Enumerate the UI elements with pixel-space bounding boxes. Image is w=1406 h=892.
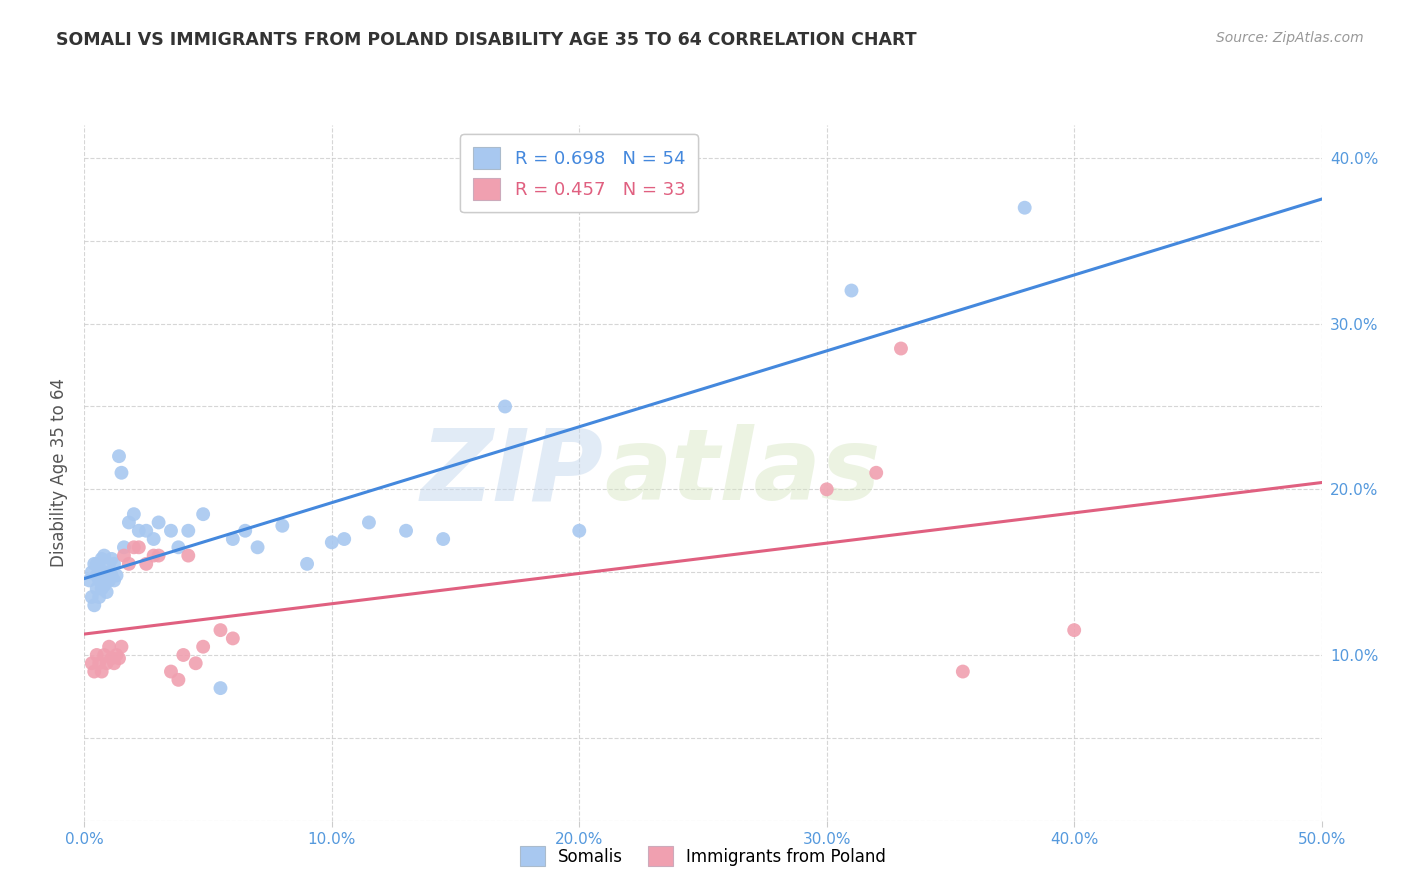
Point: [122, 507, 145, 521]
Text: Source: ZipAtlas.com: Source: ZipAtlas.com: [1216, 31, 1364, 45]
Point: [395, 524, 418, 538]
Point: [89, 562, 111, 576]
Point: [80, 590, 103, 604]
Point: [1063, 623, 1085, 637]
Point: [86, 557, 108, 571]
Point: [233, 524, 256, 538]
Point: [841, 284, 863, 298]
Point: [177, 524, 200, 538]
Point: [128, 524, 150, 538]
Point: [122, 541, 145, 555]
Point: [103, 557, 125, 571]
Point: [148, 516, 170, 530]
Point: [160, 665, 183, 679]
Point: [222, 632, 245, 646]
Point: [1014, 201, 1036, 215]
Point: [89, 590, 111, 604]
Point: [93, 578, 115, 592]
Point: [142, 549, 165, 563]
Point: [110, 466, 132, 480]
Point: [135, 524, 157, 538]
Point: [83, 599, 105, 613]
Point: [100, 568, 122, 582]
Point: [432, 532, 454, 546]
Point: [167, 673, 190, 687]
Point: [321, 535, 343, 549]
Point: [100, 651, 122, 665]
Point: [191, 640, 214, 654]
Point: [112, 541, 135, 555]
Point: [89, 574, 111, 588]
Point: [209, 623, 232, 637]
Point: [357, 516, 380, 530]
Text: ZIP: ZIP: [420, 425, 605, 521]
Point: [177, 549, 200, 563]
Point: [118, 557, 141, 571]
Point: [98, 557, 121, 571]
Point: [100, 552, 122, 566]
Point: [128, 541, 150, 555]
Point: [80, 657, 103, 671]
Point: [142, 532, 165, 546]
Point: [80, 565, 103, 579]
Point: [96, 657, 118, 671]
Point: [86, 582, 108, 596]
Point: [815, 483, 838, 497]
Point: [90, 582, 112, 596]
Point: [90, 565, 112, 579]
Point: [79, 574, 101, 588]
Point: [96, 585, 118, 599]
Text: SOMALI VS IMMIGRANTS FROM POLAND DISABILITY AGE 35 TO 64 CORRELATION CHART: SOMALI VS IMMIGRANTS FROM POLAND DISABIL…: [56, 31, 917, 49]
Point: [93, 648, 115, 662]
Legend: Somalis, Immigrants from Poland: Somalis, Immigrants from Poland: [512, 838, 894, 875]
Point: [333, 532, 356, 546]
Point: [105, 648, 128, 662]
Point: [865, 466, 887, 480]
Point: [108, 449, 131, 463]
Point: [98, 640, 121, 654]
Point: [494, 400, 516, 414]
Point: [118, 516, 141, 530]
Point: [184, 657, 207, 671]
Text: atlas: atlas: [605, 425, 880, 521]
Point: [568, 524, 591, 538]
Point: [83, 665, 105, 679]
Point: [135, 557, 157, 571]
Point: [93, 565, 115, 579]
Point: [90, 665, 112, 679]
Point: [167, 541, 190, 555]
Legend: R = 0.698   N = 54, R = 0.457   N = 33: R = 0.698 N = 54, R = 0.457 N = 33: [461, 134, 697, 212]
Point: [160, 524, 183, 538]
Point: [86, 568, 108, 582]
Point: [96, 568, 118, 582]
Point: [86, 648, 108, 662]
Point: [98, 574, 121, 588]
Point: [246, 541, 269, 555]
Point: [108, 651, 131, 665]
Point: [890, 342, 912, 356]
Point: [89, 657, 111, 671]
Point: [952, 665, 974, 679]
Point: [93, 549, 115, 563]
Point: [103, 574, 125, 588]
Point: [172, 648, 194, 662]
Point: [222, 532, 245, 546]
Y-axis label: Disability Age 35 to 64: Disability Age 35 to 64: [51, 378, 69, 567]
Point: [191, 507, 214, 521]
Point: [110, 640, 132, 654]
Point: [295, 557, 318, 571]
Point: [90, 552, 112, 566]
Point: [271, 518, 294, 533]
Point: [112, 549, 135, 563]
Point: [83, 557, 105, 571]
Point: [209, 681, 232, 695]
Point: [103, 657, 125, 671]
Point: [105, 568, 128, 582]
Point: [148, 549, 170, 563]
